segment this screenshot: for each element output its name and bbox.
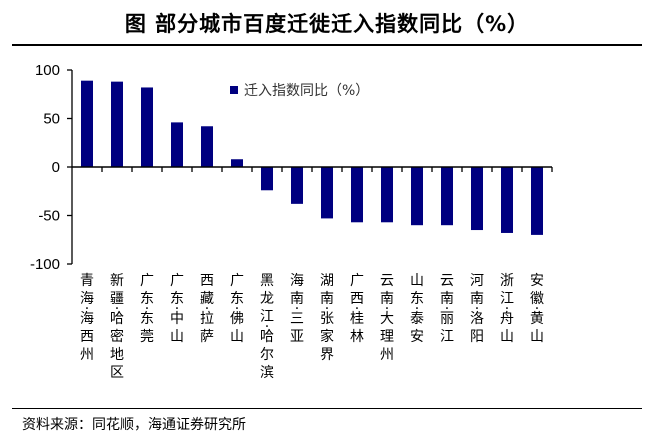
x-tick-label: 云南·丽江 bbox=[440, 273, 454, 345]
chart-title: 图 部分城市百度迁徙迁入指数同比（%） bbox=[124, 12, 530, 36]
x-tick-label: 浙江·舟山 bbox=[500, 273, 514, 345]
bar bbox=[381, 167, 393, 223]
bar bbox=[411, 167, 423, 226]
bar bbox=[441, 167, 453, 226]
bar bbox=[291, 167, 303, 204]
bar bbox=[531, 167, 543, 235]
title-divider bbox=[12, 44, 642, 46]
bar bbox=[201, 126, 213, 167]
x-tick-label: 云南·大理州 bbox=[380, 273, 394, 363]
bar bbox=[471, 167, 483, 231]
bar bbox=[171, 122, 183, 167]
x-tick-label: 西藏·拉萨 bbox=[200, 273, 214, 345]
legend-label: 迁入指数同比（%） bbox=[244, 83, 369, 99]
x-tick-label: 湖南·张家界 bbox=[320, 273, 334, 363]
x-tick-label: 广西·桂林 bbox=[350, 273, 364, 345]
bar bbox=[231, 159, 243, 167]
x-tick-label: 山东·泰安 bbox=[410, 273, 424, 345]
y-tick-label: -100 bbox=[30, 256, 60, 273]
source-note: 资料来源：同花顺，海通证券研究所 bbox=[22, 417, 246, 433]
x-tick-label: 广东·东莞 bbox=[140, 273, 154, 345]
bar bbox=[351, 167, 363, 223]
bar bbox=[501, 167, 513, 233]
x-tick-label: 海南·三亚 bbox=[290, 273, 304, 345]
y-tick-label: 100 bbox=[35, 62, 60, 79]
legend-swatch bbox=[230, 86, 238, 94]
x-tick-label: 广东·中山 bbox=[170, 273, 184, 345]
y-tick-label: 50 bbox=[43, 111, 60, 128]
x-tick-label: 新疆·哈密地区 bbox=[110, 273, 124, 381]
x-tick-label: 广东·佛山 bbox=[230, 273, 244, 345]
bar bbox=[81, 80, 93, 167]
x-tick-label: 河南·洛阳 bbox=[470, 273, 484, 345]
bar bbox=[321, 167, 333, 219]
y-tick-label: 0 bbox=[52, 159, 60, 176]
x-tick-label: 安徽·黄山 bbox=[530, 273, 544, 345]
y-tick-label: -50 bbox=[38, 208, 60, 225]
x-tick-label: 青海·海西州 bbox=[80, 273, 94, 363]
bar bbox=[141, 87, 153, 167]
bar bbox=[111, 81, 123, 167]
x-tick-label: 黑龙江·哈尔滨 bbox=[260, 273, 274, 381]
source-divider bbox=[12, 408, 642, 409]
bar bbox=[261, 167, 273, 191]
